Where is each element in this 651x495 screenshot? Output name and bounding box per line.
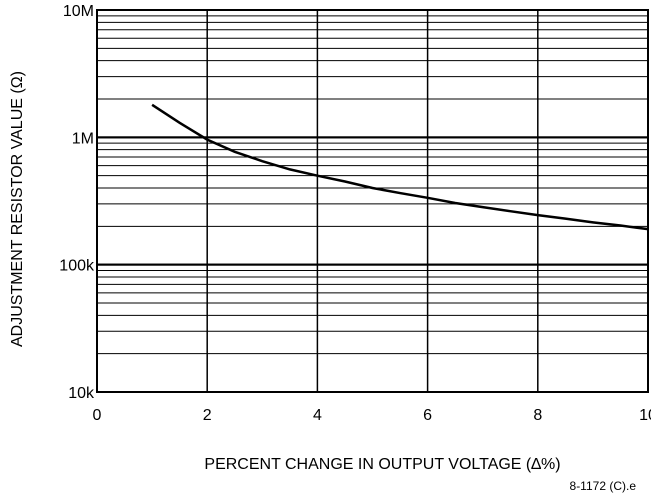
x-axis-title: PERCENT CHANGE IN OUTPUT VOLTAGE (∆%) <box>204 456 560 473</box>
x-tick-labels: 0 2 4 6 8 10 <box>93 407 651 424</box>
grid <box>96 9 649 393</box>
series-line <box>151 103 649 231</box>
plot-frame <box>96 9 649 393</box>
x-tick-label: 4 <box>313 407 322 424</box>
y-tick-label: 10M <box>63 3 94 20</box>
x-tick-label: 2 <box>203 407 212 424</box>
x-tick-label: 8 <box>533 407 542 424</box>
y-tick-labels: 10k 100k 1M 10M <box>59 3 95 402</box>
y-axis-title: ADJUSTMENT RESISTOR VALUE (Ω) <box>9 71 26 347</box>
y-tick-label: 100k <box>59 258 95 275</box>
x-tick-label: 0 <box>93 407 102 424</box>
y-tick-label: 1M <box>72 130 94 147</box>
figure-id: 8-1172 (C).e <box>570 479 637 493</box>
x-tick-label: 6 <box>423 407 432 424</box>
y-tick-label: 10k <box>68 385 95 402</box>
x-tick-label: 10 <box>639 407 651 424</box>
